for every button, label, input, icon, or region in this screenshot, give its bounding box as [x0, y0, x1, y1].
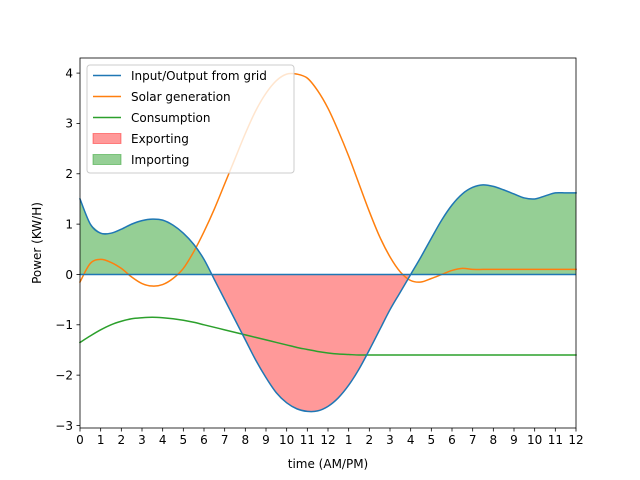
legend-box — [86, 64, 295, 174]
series-line-input-output-from-grid — [79, 184, 577, 413]
legend-label: Importing — [131, 153, 189, 167]
x-tick-label: 1 — [345, 433, 353, 447]
x-tick-label: 8 — [490, 433, 498, 447]
x-tick-label: 4 — [407, 433, 415, 447]
legend-label: Consumption — [131, 111, 210, 125]
fill-exporting-0 — [211, 274, 411, 412]
y-tick-label: −3 — [55, 419, 73, 433]
x-tick-label: 5 — [428, 433, 436, 447]
x-tick-label: 5 — [180, 433, 188, 447]
fill-importing-1 — [410, 184, 576, 275]
x-tick-label: 2 — [118, 433, 126, 447]
series-line-consumption — [78, 316, 577, 356]
legend-items: Input/Output from grid Solar generation Co… — [92, 69, 267, 167]
x-tick-label: 0 — [76, 433, 84, 447]
x-tick-label: 12 — [568, 433, 583, 447]
x-tick-label: 3 — [386, 433, 394, 447]
y-axis-label: Power (KW/H) — [30, 202, 44, 284]
fill-importing-0 — [80, 198, 212, 275]
x-tick-label: 8 — [242, 433, 250, 447]
fill-areas — [80, 184, 576, 412]
x-tick-label: 6 — [448, 433, 456, 447]
x-tick-label: 9 — [262, 433, 270, 447]
x-tick-label: 6 — [200, 433, 208, 447]
series-line-solar-generation — [78, 72, 577, 287]
legend-label: Solar generation — [131, 90, 231, 104]
series-lines — [78, 72, 577, 413]
x-tick-label: 1 — [97, 433, 105, 447]
x-axis-ticks: 0 1 2 3 4 5 6 7 8 9 10 11 12 1 2 3 4 5 6 7 8 9 10 11 12 — [76, 428, 584, 447]
y-tick-label: 1 — [65, 217, 73, 231]
y-tick-label: 0 — [65, 268, 73, 282]
legend-swatch-patch — [92, 133, 122, 144]
x-tick-label: 3 — [138, 433, 146, 447]
y-axis-ticks: −3 −2 −1 0 1 2 3 4 — [55, 66, 80, 433]
legend: Input/Output from grid Solar generation Co… — [86, 64, 295, 174]
x-tick-label: 12 — [320, 433, 335, 447]
x-axis-label: time (AM/PM) — [288, 457, 368, 471]
legend-label: Input/Output from grid — [131, 69, 267, 83]
x-tick-label: 9 — [510, 433, 518, 447]
x-tick-label: 7 — [469, 433, 477, 447]
x-tick-label: 7 — [221, 433, 229, 447]
x-tick-label: 4 — [159, 433, 167, 447]
x-tick-label: 11 — [300, 433, 315, 447]
y-tick-label: −1 — [55, 318, 73, 332]
y-tick-label: 4 — [65, 66, 73, 80]
legend-label: Exporting — [131, 132, 189, 146]
y-tick-label: −2 — [55, 368, 73, 382]
x-tick-label: 10 — [279, 433, 294, 447]
y-tick-label: 2 — [65, 167, 73, 181]
y-tick-label: 3 — [65, 117, 73, 131]
legend-swatch-patch — [92, 154, 122, 165]
x-tick-label: 2 — [366, 433, 374, 447]
x-tick-label: 11 — [548, 433, 563, 447]
x-tick-label: 10 — [527, 433, 542, 447]
